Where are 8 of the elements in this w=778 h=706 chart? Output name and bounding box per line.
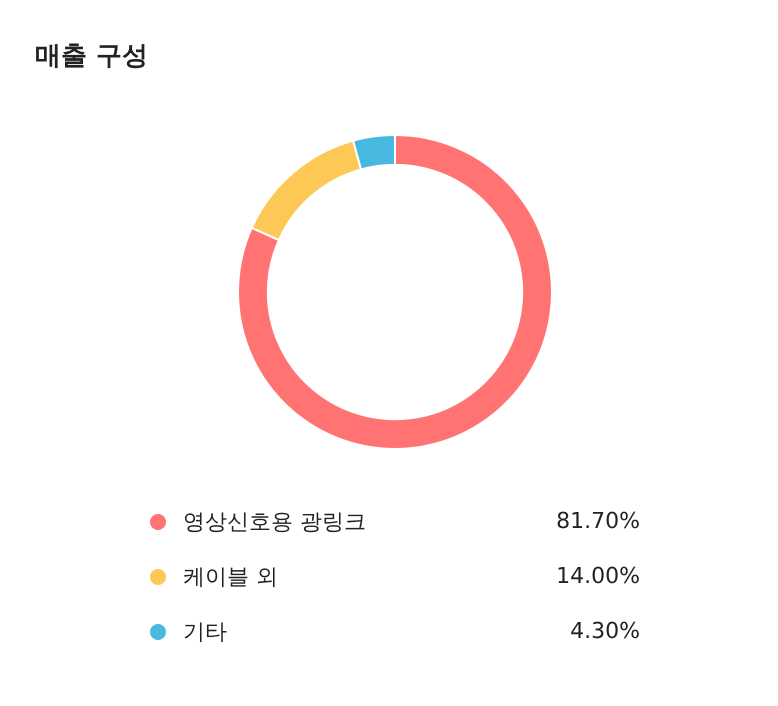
data-label: 81.70% [556,509,640,534]
data-label: 14.00% [556,564,640,589]
chart-title: 매출 구성 [35,40,148,73]
data-label: 4.30% [570,619,640,644]
legend-label: 케이블 외 [183,564,278,592]
legend-label: 기타 [183,618,227,646]
legend-label: 영상신호용 광링크 [183,508,366,536]
donut-slice [237,134,553,450]
